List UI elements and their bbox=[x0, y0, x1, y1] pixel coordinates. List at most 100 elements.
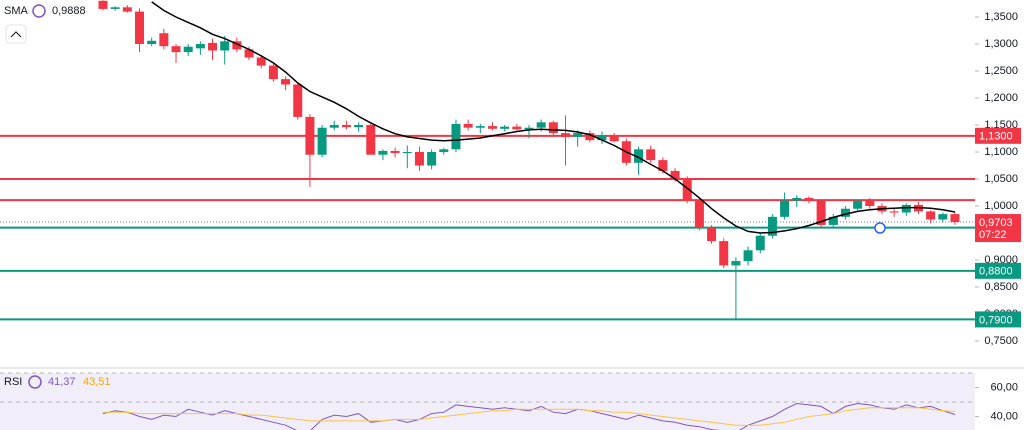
candle-body bbox=[378, 150, 388, 155]
candle-body bbox=[135, 11, 145, 45]
countdown-label: 07:22 bbox=[979, 229, 1007, 241]
candle-body bbox=[305, 116, 315, 155]
candle-body bbox=[390, 150, 400, 154]
candle-body bbox=[926, 211, 936, 220]
candle-body bbox=[98, 0, 108, 9]
rsi-ma-value: 43,51 bbox=[83, 376, 111, 388]
sma-line bbox=[151, 1, 956, 234]
level-label-box bbox=[975, 127, 1021, 144]
rsi-value: 41,37 bbox=[48, 376, 76, 388]
candle-body bbox=[110, 7, 120, 9]
candle-body bbox=[658, 160, 668, 171]
candle-body bbox=[171, 46, 181, 53]
candle-body bbox=[561, 133, 571, 137]
rsi-line bbox=[103, 407, 956, 426]
candle-body bbox=[573, 133, 583, 137]
rsi-tick-label: 40,00 bbox=[990, 410, 1018, 422]
candle-body bbox=[938, 214, 948, 220]
rsi-tick-label: 60,00 bbox=[990, 381, 1018, 393]
level-label-box bbox=[975, 311, 1021, 328]
candle-body bbox=[366, 125, 376, 155]
candle-body bbox=[341, 125, 351, 128]
candle-body bbox=[195, 44, 205, 49]
candle-body bbox=[901, 204, 911, 213]
candle-body bbox=[183, 46, 193, 53]
candle-body bbox=[512, 126, 522, 130]
candle-body bbox=[281, 79, 291, 85]
y-tick-label: 0,8500 bbox=[984, 281, 1018, 293]
candle-body bbox=[719, 241, 729, 266]
candle-body bbox=[755, 235, 765, 251]
candle-body bbox=[354, 125, 364, 128]
price-axis: 0,75000,80000,85000,90001,00001,05001,10… bbox=[975, 11, 1021, 422]
rsi-title: RSI bbox=[4, 376, 22, 388]
candle-body bbox=[853, 200, 863, 209]
candle-body bbox=[232, 41, 242, 50]
candle-body bbox=[682, 179, 692, 201]
candle-body bbox=[220, 41, 230, 51]
candle-body bbox=[475, 126, 485, 128]
candle-body bbox=[889, 211, 899, 213]
candle-body bbox=[646, 149, 656, 161]
rsi-pane bbox=[0, 372, 975, 430]
candle-body bbox=[816, 200, 826, 225]
y-tick-label: 1,2500 bbox=[984, 65, 1018, 77]
last-price-box bbox=[975, 214, 1021, 243]
rsi-line bbox=[102, 402, 956, 430]
candle-body bbox=[536, 122, 546, 128]
candle-body bbox=[439, 149, 449, 153]
candle-body bbox=[293, 84, 303, 117]
candle-body bbox=[743, 250, 753, 262]
candle-body bbox=[694, 200, 704, 228]
candle-body bbox=[731, 261, 741, 266]
candle-body bbox=[840, 208, 850, 217]
candle-body bbox=[767, 216, 777, 236]
candle-body bbox=[634, 149, 644, 163]
candle-body bbox=[147, 40, 157, 45]
level-label: 0,8800 bbox=[979, 266, 1013, 278]
candle-body bbox=[256, 57, 266, 66]
alert-marker[interactable] bbox=[874, 222, 886, 234]
candle-body bbox=[451, 123, 461, 150]
candle-body bbox=[427, 152, 437, 166]
level-label: 0,7900 bbox=[979, 314, 1013, 326]
candle-body bbox=[950, 214, 960, 223]
collapse-button[interactable] bbox=[5, 24, 27, 44]
candle-body bbox=[329, 125, 339, 128]
candle-body bbox=[524, 127, 534, 130]
y-tick-label: 1,2000 bbox=[984, 92, 1018, 104]
legend: SMA 0,9888 RSI 41,37 43,51 bbox=[4, 4, 111, 389]
candle-body bbox=[780, 200, 790, 217]
candle-body bbox=[597, 135, 607, 141]
y-tick-label: 1,0500 bbox=[984, 173, 1018, 185]
candle-body bbox=[670, 170, 680, 180]
candle-body bbox=[792, 197, 802, 201]
level-label-box bbox=[975, 262, 1021, 279]
candle-body bbox=[414, 152, 424, 166]
candle-body bbox=[122, 7, 132, 12]
candle-body bbox=[548, 122, 558, 134]
candle-body bbox=[804, 197, 814, 201]
settings-icon[interactable] bbox=[28, 375, 42, 389]
indicator-name: SMA bbox=[4, 5, 29, 17]
indicator-value: 0,9888 bbox=[52, 5, 86, 17]
candle-body bbox=[268, 65, 278, 80]
candle-body bbox=[585, 133, 595, 141]
candle-body bbox=[208, 42, 218, 51]
y-tick-label: 1,1000 bbox=[984, 146, 1018, 158]
y-tick-label: 1,3000 bbox=[984, 38, 1018, 50]
last-price-label: 0,9703 bbox=[979, 217, 1013, 229]
candle-body bbox=[159, 33, 169, 47]
y-tick-label: 0,7500 bbox=[984, 335, 1018, 347]
rsi-band bbox=[0, 373, 975, 430]
y-tick-label: 1,0000 bbox=[984, 200, 1018, 212]
level-label: 1,1300 bbox=[979, 131, 1013, 143]
candle-body bbox=[244, 49, 254, 58]
candle-body bbox=[865, 200, 875, 207]
candle-body bbox=[500, 126, 510, 129]
candle-body bbox=[487, 126, 497, 129]
settings-icon[interactable] bbox=[32, 4, 46, 18]
y-tick-label: 1,3500 bbox=[984, 11, 1018, 23]
candle-body bbox=[609, 135, 619, 142]
